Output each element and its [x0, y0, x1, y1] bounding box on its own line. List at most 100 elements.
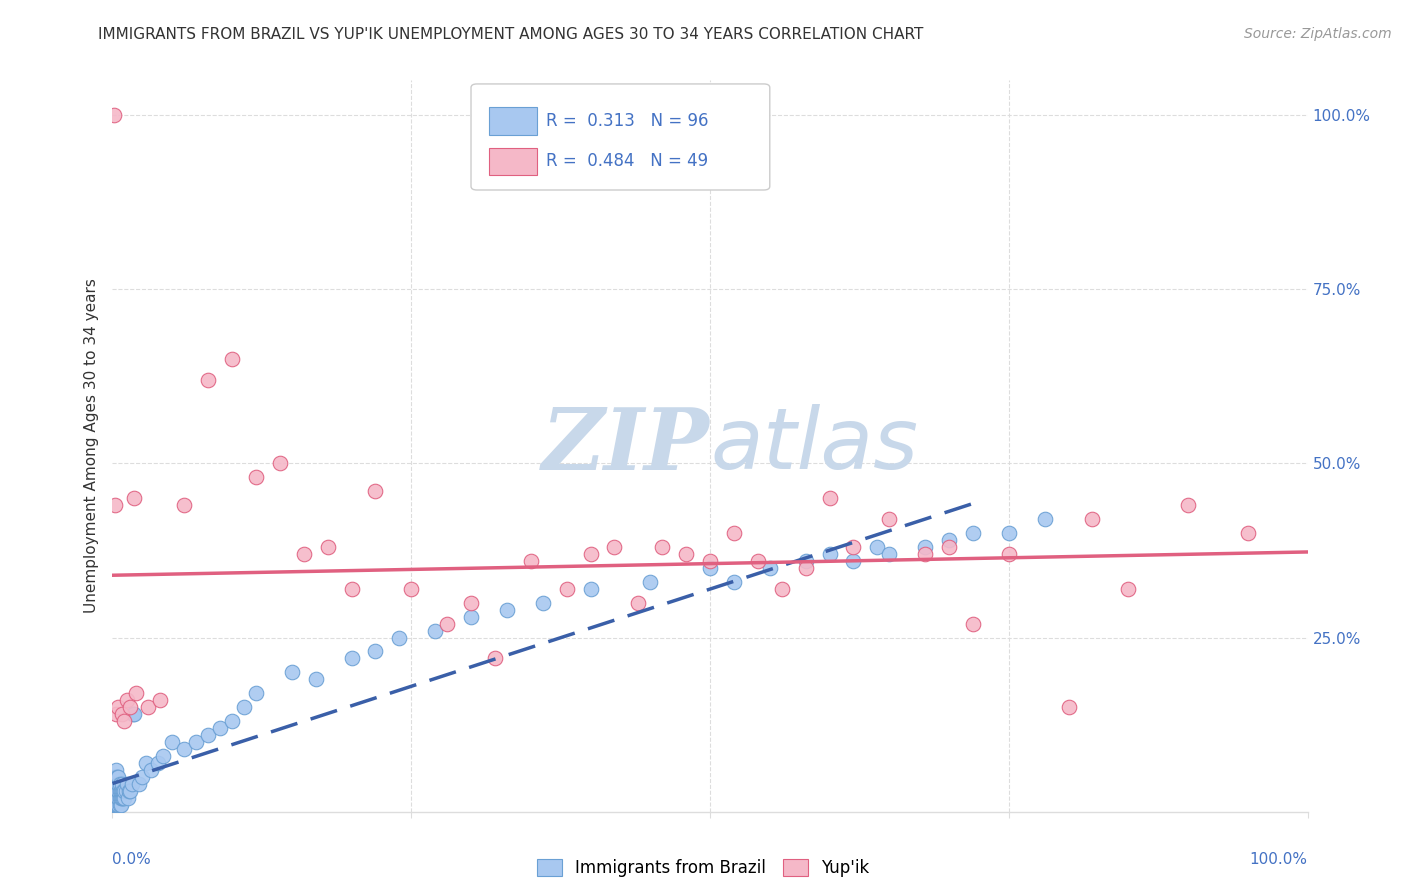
Point — [108, 790, 131, 805]
Point — [401, 582, 423, 596]
Point — [579, 582, 602, 596]
Point — [107, 790, 129, 805]
Point — [531, 596, 554, 610]
Point — [107, 770, 129, 784]
Point — [103, 790, 125, 805]
Point — [340, 651, 363, 665]
Point — [484, 651, 506, 665]
Point — [603, 540, 626, 554]
Point — [111, 790, 134, 805]
Point — [120, 700, 142, 714]
Text: atlas: atlas — [710, 404, 918, 488]
Point — [105, 784, 128, 798]
Point — [103, 797, 125, 812]
Point — [759, 561, 782, 575]
Point — [460, 596, 482, 610]
Point — [135, 756, 157, 770]
Point — [675, 547, 697, 561]
Point — [388, 631, 411, 645]
Point — [914, 547, 936, 561]
Point — [105, 777, 128, 791]
Text: IMMIGRANTS FROM BRAZIL VS YUP'IK UNEMPLOYMENT AMONG AGES 30 TO 34 YEARS CORRELAT: IMMIGRANTS FROM BRAZIL VS YUP'IK UNEMPLO… — [98, 27, 924, 42]
Point — [292, 547, 315, 561]
Point — [103, 797, 125, 812]
Point — [105, 790, 128, 805]
Point — [104, 790, 127, 805]
Point — [105, 777, 128, 791]
Point — [121, 777, 143, 791]
Point — [998, 547, 1021, 561]
Point — [110, 784, 132, 798]
Point — [723, 574, 745, 589]
Point — [316, 540, 339, 554]
Text: R =  0.313   N = 96: R = 0.313 N = 96 — [547, 112, 709, 130]
Point — [221, 714, 243, 728]
Point — [962, 526, 984, 541]
Point — [1057, 700, 1080, 714]
Point — [842, 554, 865, 568]
Point — [520, 554, 543, 568]
Point — [114, 714, 135, 728]
Point — [221, 351, 243, 366]
Point — [794, 561, 817, 575]
Point — [103, 790, 125, 805]
Point — [104, 777, 127, 791]
Point — [114, 784, 136, 798]
Point — [128, 777, 150, 791]
Point — [747, 554, 769, 568]
Point — [110, 797, 132, 812]
Point — [579, 547, 602, 561]
Point — [152, 749, 174, 764]
Point — [173, 498, 195, 512]
FancyBboxPatch shape — [471, 84, 770, 190]
Point — [111, 784, 134, 798]
Point — [114, 790, 135, 805]
FancyBboxPatch shape — [489, 147, 537, 176]
Text: 0.0%: 0.0% — [112, 852, 152, 867]
Point — [818, 547, 841, 561]
Point — [105, 770, 128, 784]
Point — [103, 108, 125, 122]
Point — [104, 797, 127, 812]
Point — [866, 540, 889, 554]
Point — [105, 770, 128, 784]
Point — [245, 686, 267, 700]
Point — [111, 707, 134, 722]
Point — [120, 784, 142, 798]
Point — [146, 756, 169, 770]
Point — [104, 498, 127, 512]
Point — [162, 735, 183, 749]
Point — [962, 616, 984, 631]
Point — [103, 797, 125, 812]
Point — [425, 624, 447, 638]
Point — [1177, 498, 1199, 512]
Point — [112, 784, 135, 798]
Point — [842, 540, 865, 554]
Point — [197, 373, 219, 387]
Point — [209, 721, 232, 735]
Point — [104, 797, 127, 812]
Point — [879, 547, 901, 561]
Point — [305, 673, 328, 687]
Point — [105, 790, 128, 805]
Y-axis label: Unemployment Among Ages 30 to 34 years: Unemployment Among Ages 30 to 34 years — [83, 278, 98, 614]
Point — [186, 735, 208, 749]
Point — [340, 582, 363, 596]
Point — [105, 763, 128, 777]
Text: R =  0.484   N = 49: R = 0.484 N = 49 — [547, 153, 709, 170]
Point — [122, 707, 145, 722]
Point — [104, 784, 127, 798]
Point — [131, 770, 153, 784]
Point — [105, 790, 128, 805]
Point — [108, 797, 131, 812]
Point — [105, 784, 128, 798]
Point — [818, 491, 841, 506]
Text: Source: ZipAtlas.com: Source: ZipAtlas.com — [1244, 27, 1392, 41]
Point — [233, 700, 256, 714]
Point — [115, 693, 138, 707]
Point — [1118, 582, 1140, 596]
Point — [105, 797, 128, 812]
Point — [651, 540, 673, 554]
Point — [103, 784, 125, 798]
Legend: Immigrants from Brazil, Yup'ik: Immigrants from Brazil, Yup'ik — [530, 852, 876, 884]
